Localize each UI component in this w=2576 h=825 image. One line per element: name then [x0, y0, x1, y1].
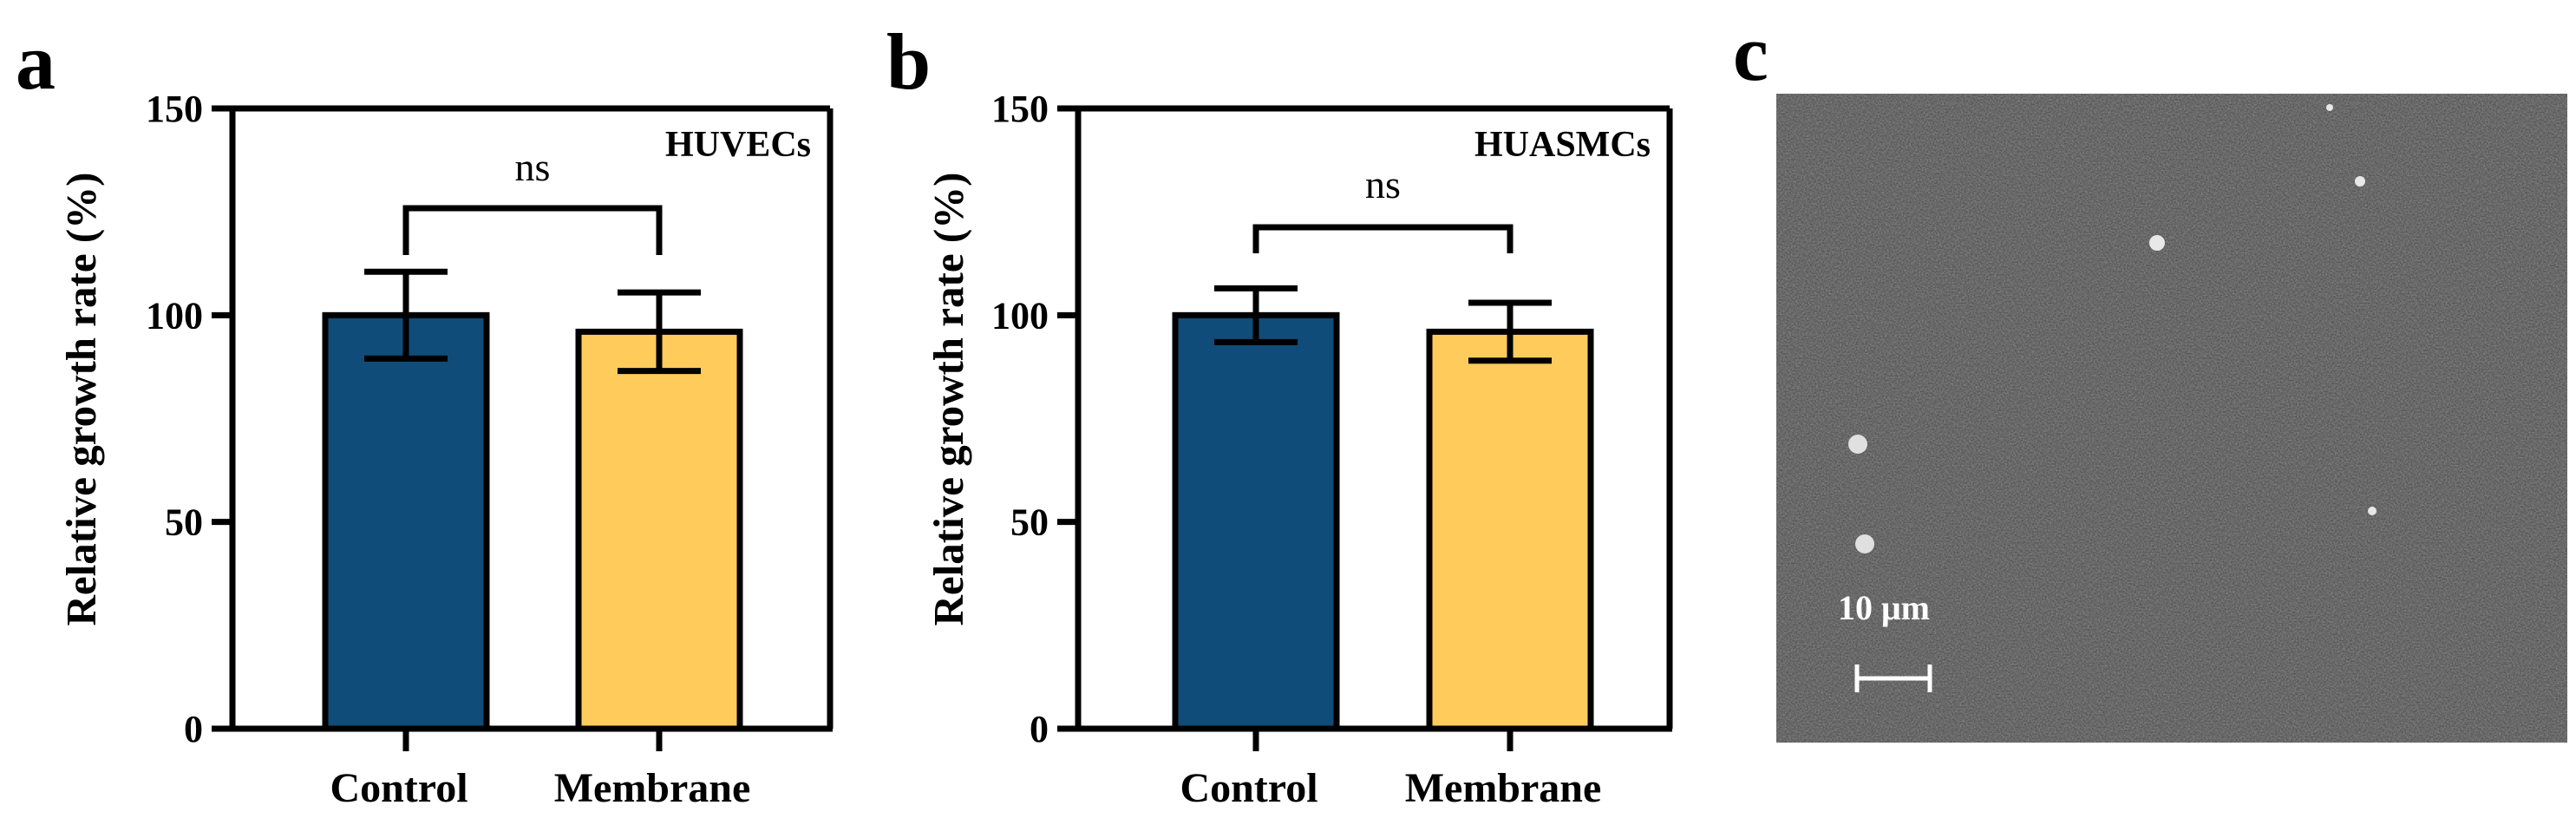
chart-a-y-axis-label: Relative growth rate (%): [57, 173, 105, 626]
chart-b-y-tick-label: 50: [1010, 501, 1049, 544]
chart-b-x-tick-label: Membrane: [1405, 765, 1602, 811]
panel-letter-b: b: [886, 17, 931, 106]
chart-a-y-tick-label: 0: [184, 708, 203, 750]
chart-b-y-axis-label: Relative growth rate (%): [925, 173, 972, 626]
scale-bar-label: 10 μm: [1838, 588, 1930, 627]
particle: [1848, 435, 1867, 454]
chart-b-marks: 0 50 100 150 Control Membrane ns: [991, 88, 1673, 811]
chart-a-x-tick-label: Membrane: [554, 765, 751, 811]
chart-a-significance-bracket: [402, 205, 663, 255]
particle: [2355, 176, 2365, 187]
micrograph-texture: [1776, 94, 2567, 743]
chart-a-significance-label: ns: [515, 145, 551, 189]
chart-a: 0 50 100 150 Control Membrane ns Relative grow…: [57, 88, 834, 811]
chart-a-bar-control: [322, 311, 490, 732]
particle: [2149, 235, 2165, 251]
sem-micrograph: 10 μm: [1776, 94, 2567, 743]
panel-letter-a: a: [16, 17, 56, 106]
chart-a-marks: 0 50 100 150 Control Membrane ns: [146, 88, 834, 811]
chart-a-bar-membrane: [575, 328, 743, 732]
chart-b: 0 50 100 150 Control Membrane ns Relative grow…: [925, 88, 1673, 811]
chart-a-y-tick-label: 50: [165, 501, 203, 544]
chart-b-bar-membrane: [1426, 328, 1594, 732]
chart-b-bar-control: [1172, 311, 1340, 732]
chart-b-significance-label: ns: [1365, 162, 1401, 206]
panel-letter-c: c: [1733, 9, 1769, 97]
particle: [2368, 507, 2377, 515]
chart-a-y-tick-label: 150: [146, 88, 203, 130]
chart-b-y-tick-label: 150: [991, 88, 1049, 130]
chart-b-y-tick-label: 100: [991, 294, 1049, 337]
scale-bar: [1854, 665, 1932, 692]
chart-b-y-tick-label: 0: [1030, 708, 1049, 750]
chart-b-cell-type-label: HUASMCs: [1474, 125, 1651, 165]
chart-b-x-tick-label: Control: [1180, 765, 1317, 811]
chart-a-x-tick-label: Control: [330, 765, 467, 811]
particle: [1855, 534, 1874, 553]
chart-a-cell-type-label: HUVECs: [665, 125, 811, 165]
chart-b-significance-bracket: [1252, 224, 1514, 253]
chart-a-y-tick-label: 100: [146, 294, 203, 337]
particle: [2326, 104, 2333, 111]
